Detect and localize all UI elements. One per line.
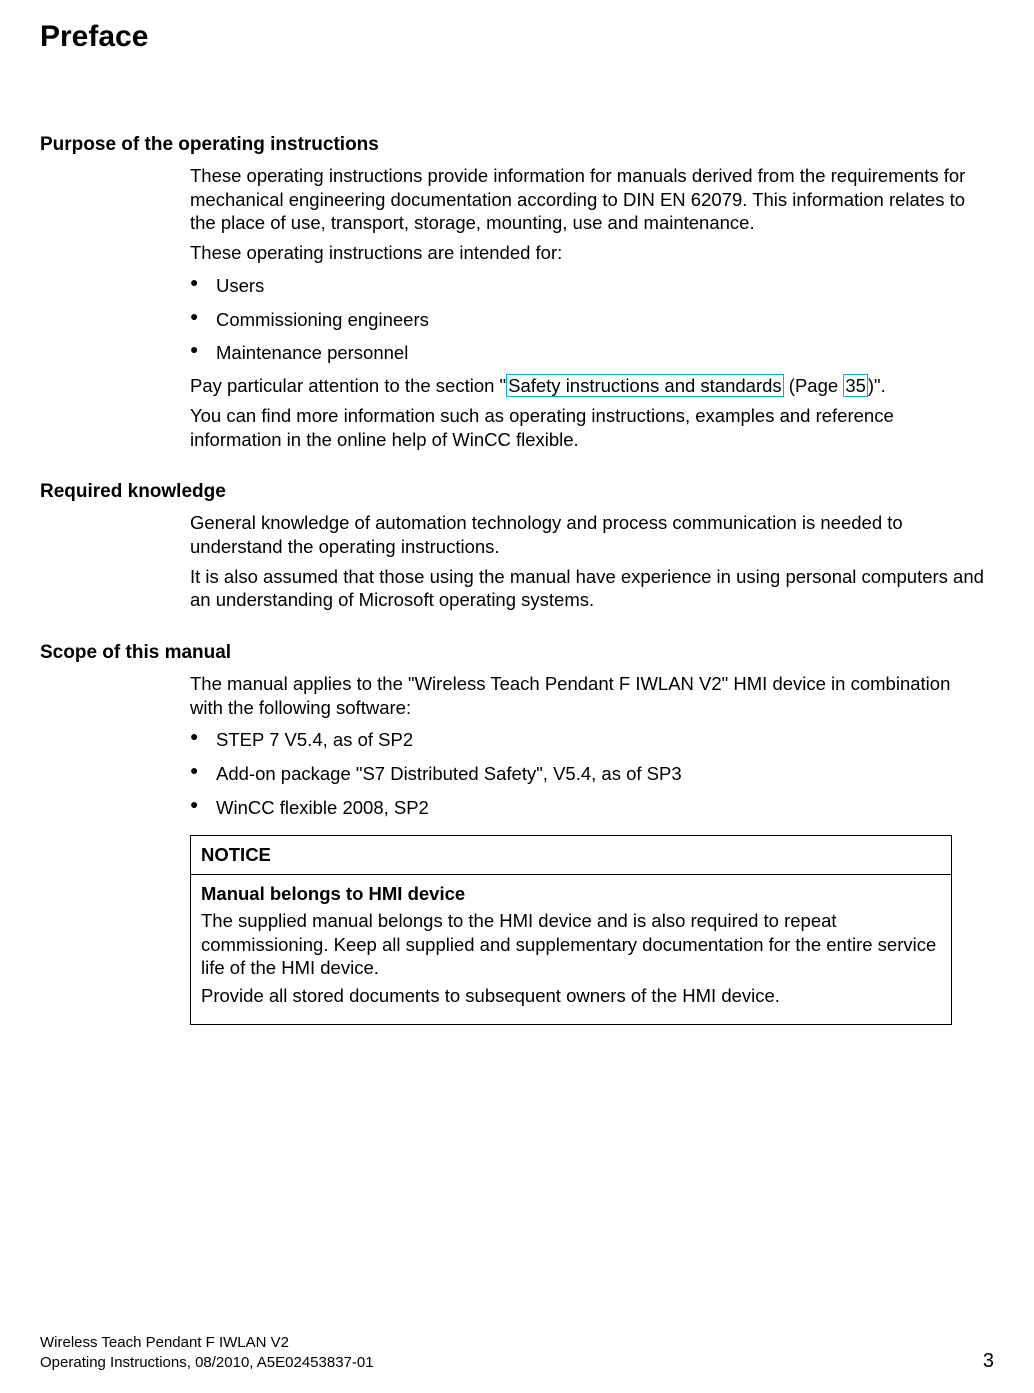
list-item: Add-on package "S7 Distributed Safety", … (190, 761, 984, 787)
footer-line-2: Operating Instructions, 08/2010, A5E0245… (40, 1353, 994, 1373)
section-heading-purpose: Purpose of the operating instructions (40, 134, 994, 156)
footer-line-1: Wireless Teach Pendant F IWLAN V2 (40, 1333, 994, 1353)
paragraph: It is also assumed that those using the … (190, 565, 984, 612)
document-page: Preface Purpose of the operating instruc… (0, 0, 1034, 1025)
notice-header: NOTICE (191, 836, 951, 875)
list-item: Commissioning engineers (190, 307, 984, 333)
paragraph: The manual applies to the "Wireless Teac… (190, 672, 984, 719)
section-heading-required-knowledge: Required knowledge (40, 481, 994, 503)
section-body-required-knowledge: General knowledge of automation technolo… (190, 511, 984, 612)
list-item: STEP 7 V5.4, as of SP2 (190, 727, 984, 753)
bullet-list: Users Commissioning engineers Maintenanc… (190, 273, 984, 367)
bullet-list: STEP 7 V5.4, as of SP2 Add-on package "S… (190, 727, 984, 821)
notice-body: Manual belongs to HMI device The supplie… (191, 875, 951, 1024)
section-body-scope: The manual applies to the "Wireless Teac… (190, 672, 984, 1025)
notice-box: NOTICE Manual belongs to HMI device The … (190, 835, 952, 1025)
notice-paragraph: Provide all stored documents to subseque… (201, 984, 941, 1008)
page-title: Preface (40, 20, 994, 54)
notice-paragraph: The supplied manual belongs to the HMI d… (201, 909, 941, 980)
page-footer: Wireless Teach Pendant F IWLAN V2 Operat… (40, 1333, 994, 1374)
text-run: Pay particular attention to the section … (190, 375, 506, 396)
text-run: (Page (784, 375, 844, 396)
section-body-purpose: These operating instructions provide inf… (190, 164, 984, 451)
list-item: Users (190, 273, 984, 299)
paragraph: These operating instructions provide inf… (190, 164, 984, 235)
paragraph-with-link: Pay particular attention to the section … (190, 374, 984, 398)
paragraph: You can find more information such as op… (190, 404, 984, 451)
list-item: Maintenance personnel (190, 340, 984, 366)
text-run: )". (868, 375, 886, 396)
link-page-35[interactable]: 35 (843, 374, 868, 397)
link-safety-instructions[interactable]: Safety instructions and standards (506, 374, 784, 397)
page-number: 3 (983, 1350, 994, 1373)
notice-subheading: Manual belongs to HMI device (201, 883, 941, 905)
list-item: WinCC flexible 2008, SP2 (190, 795, 984, 821)
paragraph: General knowledge of automation technolo… (190, 511, 984, 558)
section-heading-scope: Scope of this manual (40, 642, 994, 664)
paragraph: These operating instructions are intende… (190, 241, 984, 265)
